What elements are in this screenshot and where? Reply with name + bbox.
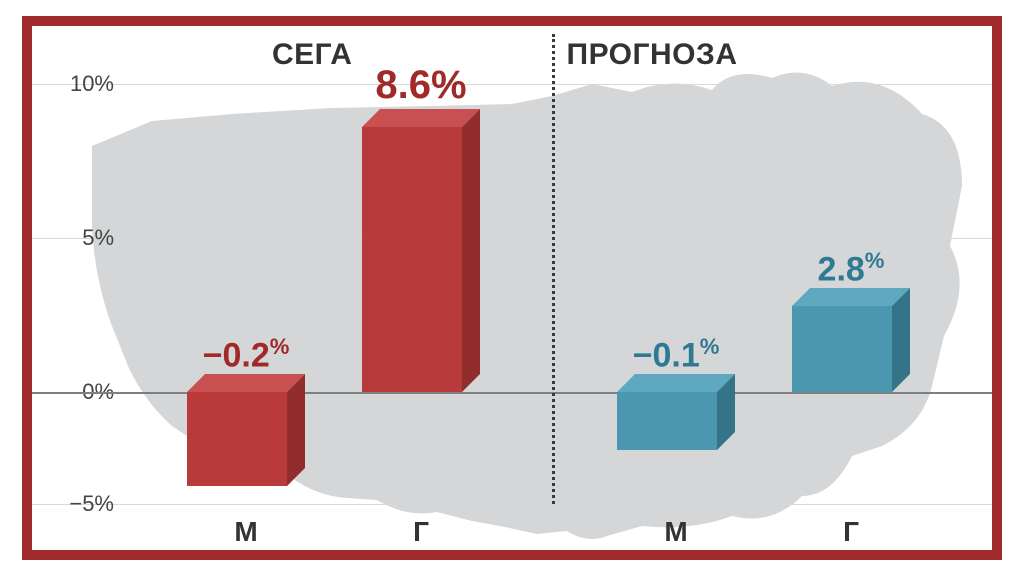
bar-side-face bbox=[892, 288, 910, 392]
bar bbox=[362, 127, 462, 392]
bar-top-face bbox=[362, 109, 480, 127]
bar-value-label: −0.1% bbox=[596, 334, 756, 375]
zero-baseline bbox=[32, 392, 992, 394]
gridline bbox=[32, 84, 992, 85]
bar-front-face bbox=[617, 392, 717, 450]
bar-value-label: −0.2% bbox=[166, 334, 326, 375]
y-axis-label: 10% bbox=[32, 71, 114, 97]
bar-top-face bbox=[187, 374, 305, 392]
bar-chart: −5%0%5%10%СЕГАПРОГНОЗА−0.2%М8.6%Г−0.1%М2… bbox=[32, 26, 992, 550]
bar-top-face bbox=[792, 288, 910, 306]
category-label: Г bbox=[781, 516, 921, 548]
bar-side-face bbox=[287, 374, 305, 486]
panel-divider bbox=[552, 34, 555, 504]
category-label: М bbox=[176, 516, 316, 548]
bar-top-face bbox=[617, 374, 735, 392]
bar-value-label: 8.6% bbox=[341, 63, 501, 108]
bar-side-face bbox=[462, 109, 480, 392]
bar bbox=[617, 392, 717, 450]
bar bbox=[187, 392, 287, 486]
bar bbox=[792, 306, 892, 392]
y-axis-label: 5% bbox=[32, 225, 114, 251]
bar-value-label: 2.8% bbox=[771, 248, 931, 289]
bar-front-face bbox=[792, 306, 892, 392]
gridline bbox=[32, 238, 992, 239]
category-label: М bbox=[606, 516, 746, 548]
bar-front-face bbox=[362, 127, 462, 392]
category-label: Г bbox=[351, 516, 491, 548]
bar-front-face bbox=[187, 392, 287, 486]
y-axis-label: −5% bbox=[32, 491, 114, 517]
gridline bbox=[32, 504, 992, 505]
section-title: ПРОГНОЗА bbox=[567, 38, 738, 72]
chart-frame: −5%0%5%10%СЕГАПРОГНОЗА−0.2%М8.6%Г−0.1%М2… bbox=[22, 16, 1002, 560]
